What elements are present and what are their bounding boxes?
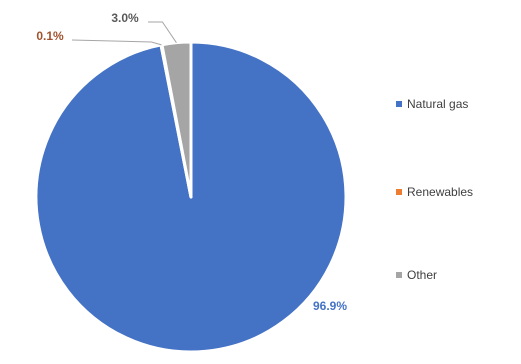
legend-swatch-other (396, 272, 402, 278)
legend-label-natural-gas: Natural gas (407, 97, 469, 111)
legend-swatch-renewables (396, 189, 402, 195)
data-labels: 96.9% 0.1% 3.0% (36, 11, 347, 313)
data-label-renewables: 0.1% (36, 29, 64, 43)
legend-item-other: Other (396, 268, 437, 282)
leader-line-other (148, 21, 177, 43)
legend-item-natural-gas: Natural gas (396, 97, 468, 111)
data-label-other: 3.0% (111, 11, 139, 25)
legend-label-other: Other (407, 268, 438, 282)
leader-lines (71, 21, 177, 46)
leader-line-renewables (71, 39, 162, 46)
data-label-natural-gas: 96.9% (313, 299, 347, 313)
pie-slice-other (160, 40, 193, 199)
pie-slices (34, 40, 348, 354)
legend-swatch-natural-gas (396, 101, 402, 107)
legend-item-renewables: Renewables (396, 185, 473, 199)
legend-label-renewables: Renewables (407, 185, 474, 199)
